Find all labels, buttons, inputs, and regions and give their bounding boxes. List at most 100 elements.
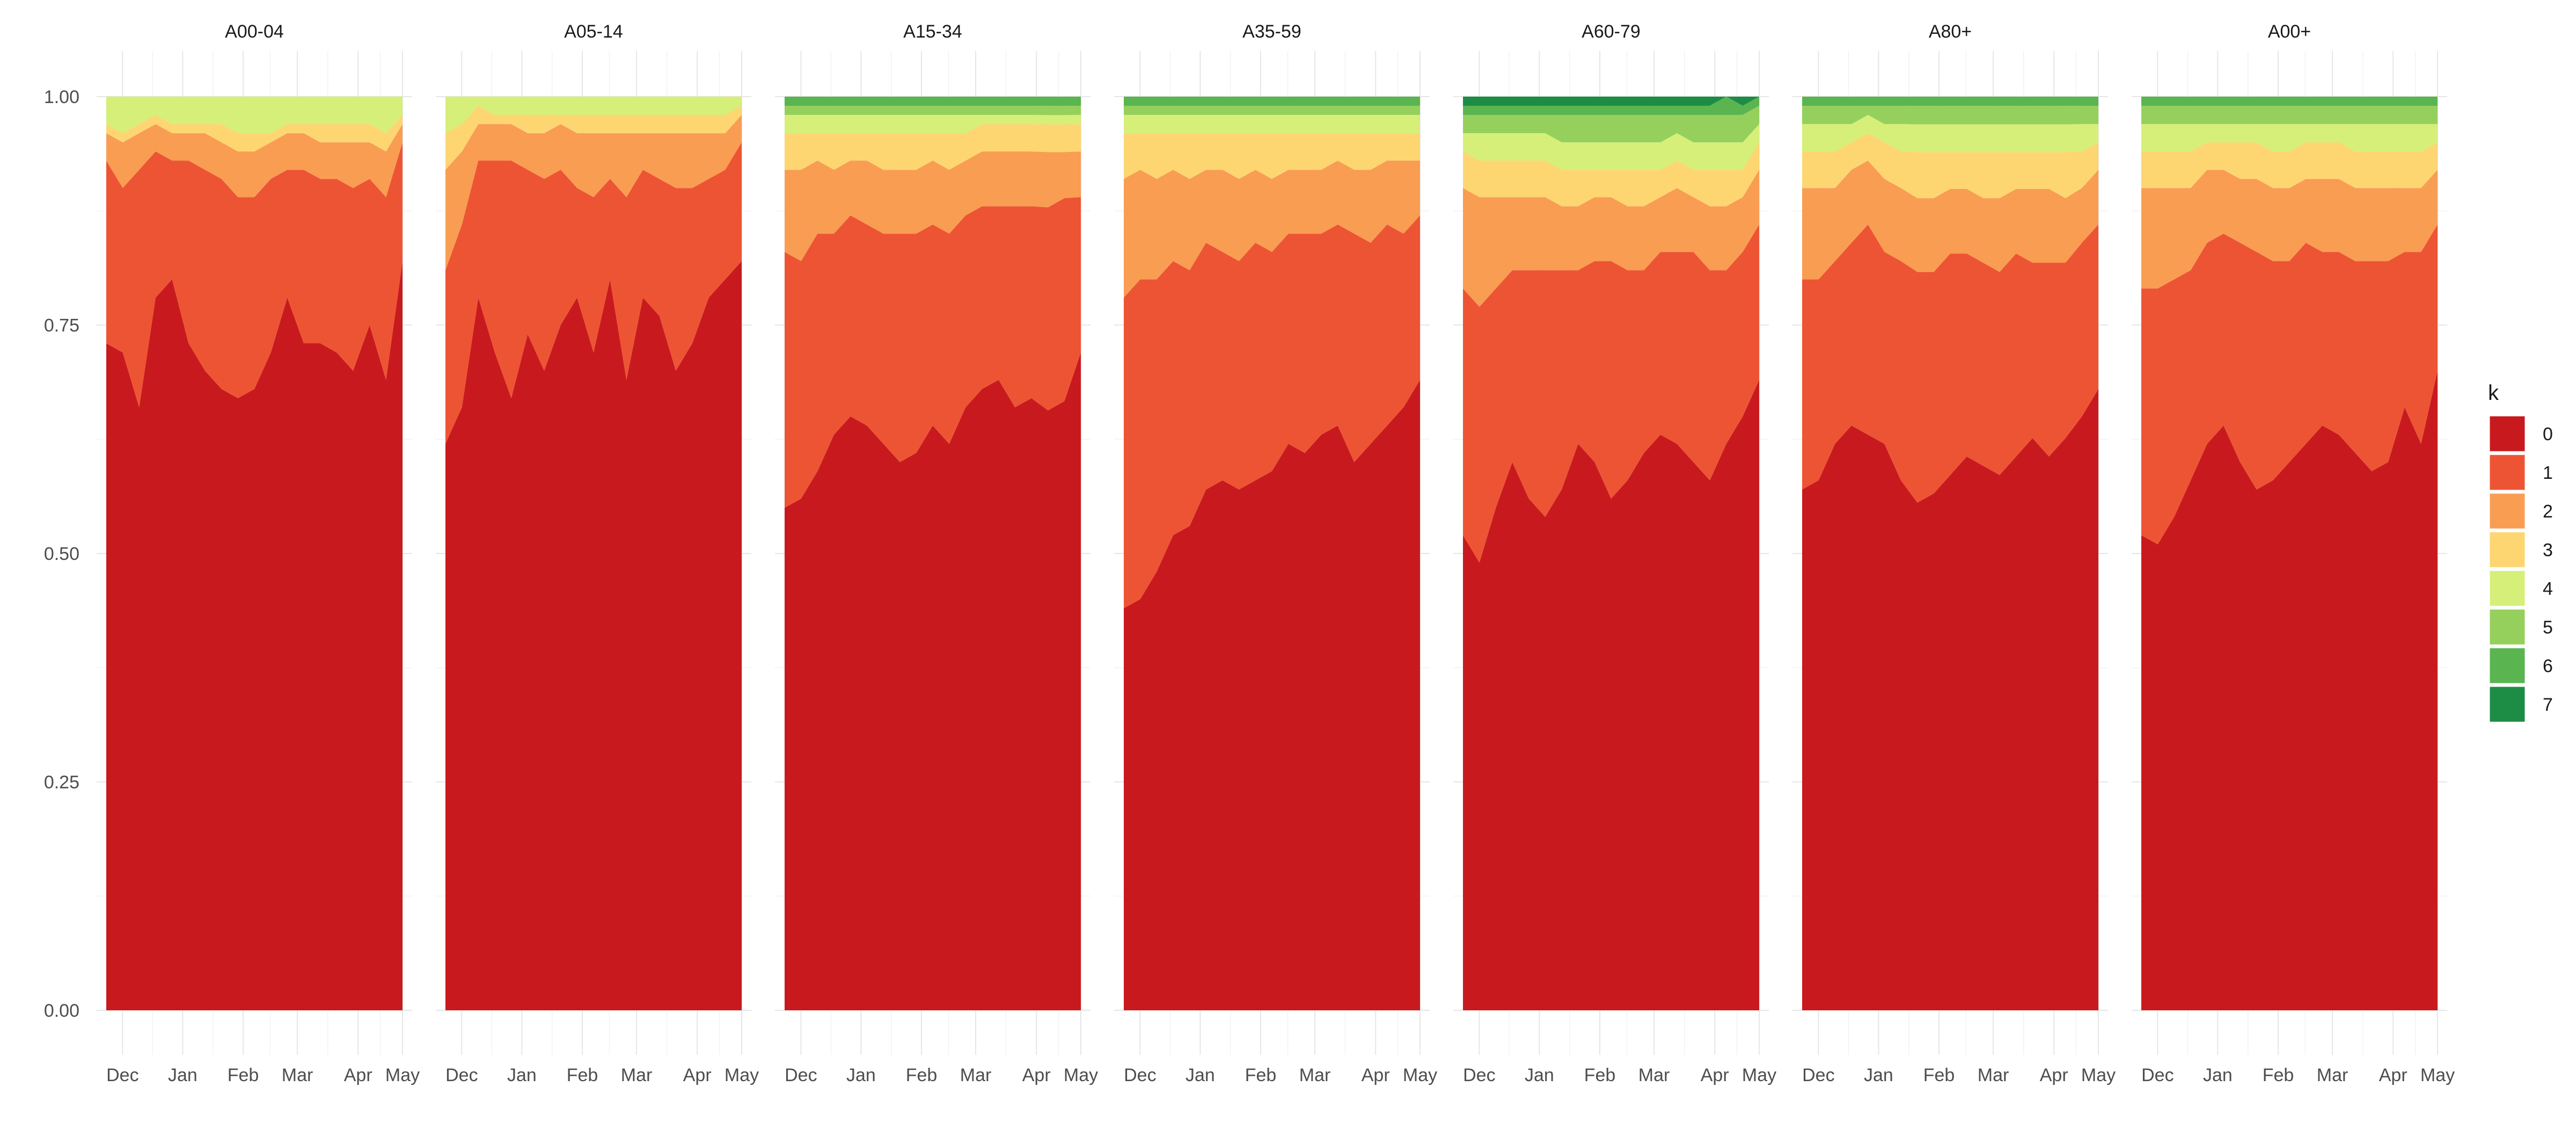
area-A15-34-k5 [785,106,1081,115]
x-tick-label: May [2081,1065,2116,1085]
x-tick-label: Feb [228,1065,259,1085]
area-A60-79-k2 [1463,170,1759,307]
x-tick-label: May [1742,1065,1776,1085]
x-tick-label: Jan [168,1065,197,1085]
area-A35-59-k6 [1124,97,1420,106]
area-A60-79-k4 [1463,124,1759,170]
area-A80+-k2 [1802,161,2098,280]
x-tick-label: Dec [445,1065,478,1085]
x-tick-label: Mar [960,1065,992,1085]
area-A00+-k5 [2141,106,2438,125]
area-A00+-k4 [2141,124,2438,152]
x-tick-label: Feb [567,1065,598,1085]
area-A35-59-k0 [1124,380,1420,1010]
area-A80+-k5 [1802,106,2098,125]
area-A15-34-k2 [785,151,1081,261]
area-A35-59-k3 [1124,133,1420,179]
x-tick-label: Dec [2141,1065,2174,1085]
x-tick-label: Mar [1638,1065,1670,1085]
facet-title: A00-04 [225,21,284,42]
area-A35-59-k2 [1124,161,1420,298]
area-A60-79-k0 [1463,380,1759,1010]
legend-label-k6: 6 [2543,656,2553,676]
y-tick-label: 0.50 [44,544,79,564]
y-tick-label: 1.00 [44,87,79,107]
area-A00+-k2 [2141,170,2438,289]
x-tick-label: Jan [1864,1065,1893,1085]
x-tick-label: May [1403,1065,1437,1085]
legend-label-k3: 3 [2543,540,2553,560]
legend-label-k0: 0 [2543,424,2553,444]
legend-swatch-k6 [2488,646,2527,685]
legend-swatch-k7 [2488,685,2527,724]
facet-title: A60-79 [1582,21,1641,42]
area-A00+-k3 [2141,142,2438,188]
area-A05-14-k1 [445,142,742,444]
area-A15-34-k0 [785,352,1081,1010]
x-tick-label: Dec [785,1065,817,1085]
facet-title: A80+ [1929,21,1972,42]
x-tick-label: Dec [106,1065,138,1085]
x-tick-label: Jan [507,1065,537,1085]
x-tick-label: Apr [1362,1065,1390,1085]
x-tick-label: Mar [621,1065,653,1085]
area-A80+-k0 [1802,389,2098,1010]
x-tick-label: Mar [2317,1065,2348,1085]
x-tick-label: May [724,1065,759,1085]
x-tick-label: Apr [2040,1065,2068,1085]
x-tick-label: Feb [906,1065,938,1085]
area-A05-14-k3 [445,106,742,170]
x-tick-label: Feb [1584,1065,1616,1085]
area-A00+-k1 [2141,224,2438,544]
x-tick-label: Apr [1701,1065,1729,1085]
legend-title: k [2488,381,2499,405]
x-tick-label: Dec [1463,1065,1495,1085]
area-A05-14-k2 [445,115,742,271]
area-A00-04-k2 [106,124,402,198]
x-tick-label: Apr [683,1065,712,1085]
x-tick-label: Jan [1525,1065,1554,1085]
legend-label-k1: 1 [2543,463,2553,483]
area-A05-14-k4 [445,97,742,134]
x-tick-label: Jan [846,1065,876,1085]
x-tick-label: Dec [1124,1065,1156,1085]
x-tick-label: Jan [1185,1065,1215,1085]
area-A15-34-k1 [785,197,1081,508]
legend-swatch-k1 [2488,453,2527,492]
legend-swatch-k2 [2488,492,2527,530]
y-tick-label: 0.75 [44,316,79,336]
area-A35-59-k4 [1124,115,1420,134]
x-tick-label: Jan [2203,1065,2233,1085]
x-tick-label: Apr [344,1065,372,1085]
x-tick-label: May [2420,1065,2455,1085]
x-tick-label: Mar [1299,1065,1331,1085]
area-A05-14-k0 [445,261,742,1010]
area-A15-34-k4 [785,115,1081,134]
area-A00-04-k1 [106,142,402,407]
area-A60-79-k3 [1463,142,1759,207]
area-A00-04-k3 [106,115,402,152]
facet-title: A05-14 [564,21,623,42]
area-A80+-k6 [1802,97,2098,106]
area-A35-59-k5 [1124,106,1420,115]
facet-title: A15-34 [903,21,962,42]
area-A00-04-k4 [106,97,402,134]
legend-label-k5: 5 [2543,617,2553,638]
legend-swatch-k5 [2488,608,2527,646]
legend-label-k2: 2 [2543,501,2553,522]
legend-swatch-k0 [2488,414,2527,453]
area-A60-79-k1 [1463,224,1759,563]
x-tick-label: Mar [282,1065,313,1085]
x-tick-label: May [385,1065,420,1085]
area-A80+-k1 [1802,224,2098,503]
x-tick-label: Feb [1923,1065,1955,1085]
area-A80+-k4 [1802,115,2098,152]
legend-label-k4: 4 [2543,579,2553,599]
area-A15-34-k3 [785,124,1081,170]
area-A00-04-k0 [106,261,402,1010]
y-tick-label: 0.25 [44,772,79,793]
x-tick-label: May [1064,1065,1098,1085]
facet-title: A00+ [2268,21,2311,42]
area-A00+-k0 [2141,370,2438,1010]
